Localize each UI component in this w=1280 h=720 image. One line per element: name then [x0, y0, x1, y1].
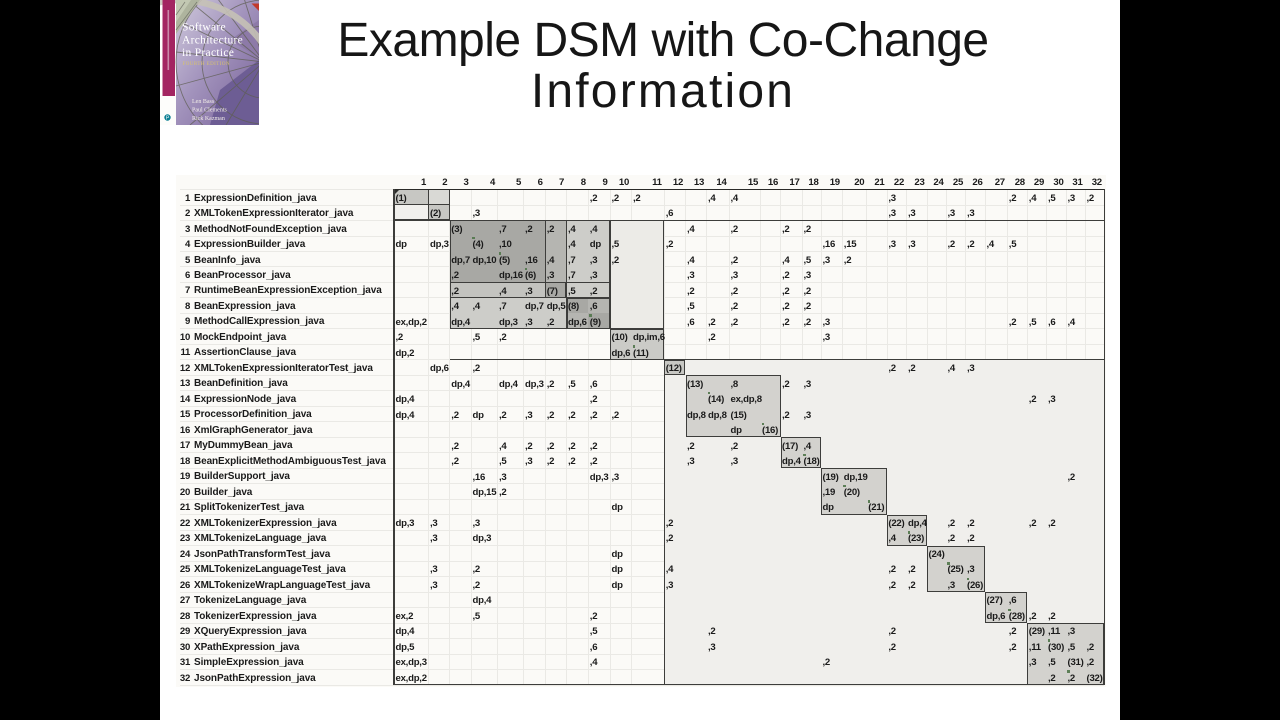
svg-text:Architecture: Architecture	[182, 35, 243, 47]
svg-text:Rick Kazman: Rick Kazman	[192, 116, 225, 122]
svg-text:Software: Software	[182, 22, 226, 34]
svg-text:Paul Clements: Paul Clements	[192, 108, 227, 114]
svg-text:FOURTH EDITION: FOURTH EDITION	[182, 62, 230, 67]
svg-text:P: P	[165, 116, 169, 122]
svg-text:Len Bass: Len Bass	[192, 99, 215, 105]
svg-text:in Practice: in Practice	[182, 47, 234, 59]
